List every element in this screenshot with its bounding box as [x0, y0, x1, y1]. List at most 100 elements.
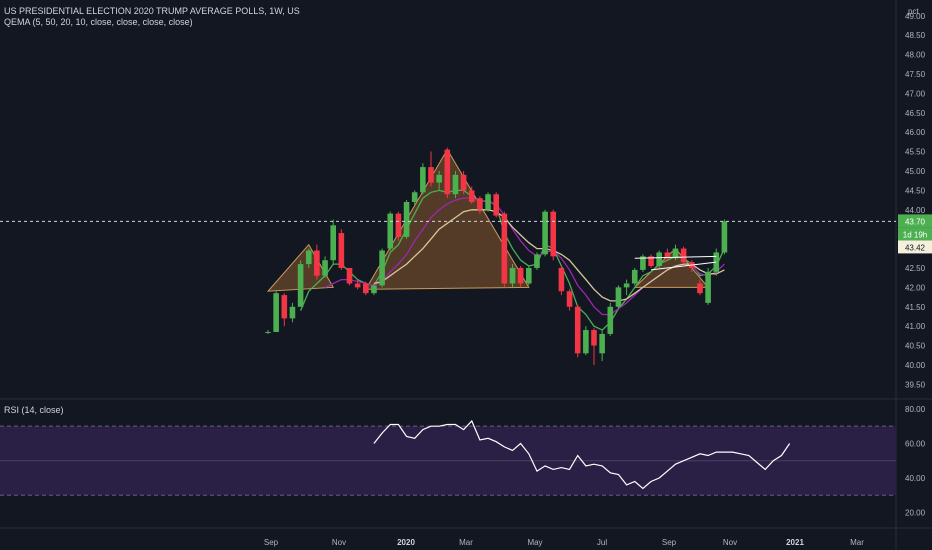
- y-tick-label: 46.50: [905, 109, 926, 118]
- rsi-tick-label: 20.00: [905, 509, 926, 518]
- y-tick-label: 45.50: [905, 148, 926, 157]
- candle-body: [615, 287, 622, 307]
- candle-body: [354, 283, 361, 288]
- candle-body: [322, 260, 328, 276]
- candle-body: [607, 306, 614, 334]
- pattern-neckline: [650, 261, 717, 271]
- candle-body: [297, 264, 304, 307]
- x-tick-label: Sep: [662, 538, 677, 547]
- candle-body: [648, 256, 654, 267]
- candle-body: [534, 254, 540, 268]
- candle-body: [672, 248, 679, 259]
- candle-body: [371, 285, 377, 294]
- candle-body: [583, 330, 589, 354]
- x-tick-label: Mar: [850, 538, 864, 547]
- y-tick-label: 39.50: [905, 380, 926, 389]
- candle-body: [444, 149, 451, 195]
- chart-title: US PRESIDENTIAL ELECTION 2020 TRUMP AVER…: [4, 6, 300, 16]
- rsi-tick-label: 40.00: [905, 474, 926, 483]
- candle-body: [526, 267, 532, 284]
- candle-body: [314, 250, 320, 276]
- candle-body: [468, 190, 475, 202]
- y-tick-label: 42.00: [905, 283, 926, 292]
- candle-body: [379, 250, 385, 286]
- x-tick-label: Nov: [332, 538, 346, 547]
- price-badge: [898, 214, 932, 228]
- candle-body: [574, 306, 581, 354]
- y-tick-label: 47.50: [905, 70, 926, 79]
- candle-body: [566, 291, 573, 307]
- candle-body: [509, 267, 516, 284]
- candle-body: [656, 252, 662, 267]
- y-tick-label: 41.50: [905, 303, 926, 312]
- rsi-tick-label: 60.00: [905, 439, 926, 448]
- candle-body: [330, 225, 336, 261]
- x-tick-label: 2020: [397, 538, 415, 547]
- y-tick-label: 44.50: [905, 186, 926, 195]
- x-tick-label: 2021: [786, 538, 804, 547]
- y-tick-label: 46.00: [905, 128, 926, 137]
- y-unit-label: pct: [908, 7, 919, 16]
- candle-body: [664, 252, 671, 259]
- y-tick-label: 42.50: [905, 264, 926, 273]
- x-tick-label: Jul: [597, 538, 607, 547]
- y-tick-label: 47.00: [905, 89, 926, 98]
- candle-body: [338, 233, 345, 268]
- y-tick-label: 44.00: [905, 206, 926, 215]
- candle-body: [403, 202, 410, 237]
- candle-body: [485, 194, 491, 210]
- candle-body: [305, 250, 312, 265]
- candle-body: [599, 333, 605, 354]
- candle-body: [363, 283, 369, 294]
- candle-body: [591, 330, 597, 346]
- candle-body: [640, 256, 646, 270]
- x-tick-label: Sep: [264, 538, 279, 547]
- countdown-badge: [898, 227, 932, 241]
- candle-body: [395, 213, 402, 237]
- rsi-legend[interactable]: RSI (14, close): [4, 405, 64, 415]
- candle-body: [477, 198, 483, 210]
- y-tick-label: 41.00: [905, 322, 926, 331]
- candle-body: [493, 194, 499, 216]
- candle-body: [501, 213, 508, 284]
- x-tick-label: Mar: [459, 538, 473, 547]
- candle-body: [697, 283, 703, 294]
- candle-body: [452, 174, 459, 195]
- candle-body: [558, 267, 565, 292]
- candle-body: [411, 192, 418, 202]
- x-tick-label: May: [527, 538, 542, 547]
- candle-body: [387, 213, 394, 249]
- ma-badge: [898, 240, 932, 254]
- candle-body: [428, 167, 434, 183]
- candle-body: [550, 211, 557, 257]
- candle-body: [436, 174, 442, 183]
- y-tick-label: 45.00: [905, 167, 926, 176]
- candle-body: [623, 283, 630, 288]
- indicator-legend[interactable]: QEMA (5, 50, 20, 10, close, close, close…: [4, 17, 193, 27]
- candle-body: [631, 269, 638, 284]
- candle-body: [542, 211, 548, 255]
- rsi-line: [373, 419, 791, 490]
- x-tick-label: Nov: [723, 538, 737, 547]
- candle-body: [460, 174, 467, 191]
- candle-body: [420, 167, 426, 193]
- candle-body: [705, 271, 711, 303]
- candle-body: [281, 295, 288, 319]
- candle-body: [517, 267, 524, 284]
- candle-body: [346, 267, 353, 284]
- price-badge-text: 43.70: [905, 217, 926, 226]
- countdown-badge-text: 1d 19h: [903, 230, 927, 239]
- candle-body: [289, 306, 296, 319]
- moving-average-slow: [373, 209, 725, 302]
- y-tick-label: 48.50: [905, 31, 926, 40]
- y-tick-label: 48.00: [905, 51, 926, 60]
- candle-body: [265, 331, 271, 333]
- ma-badge-text: 43.42: [905, 243, 926, 252]
- y-tick-label: 40.50: [905, 342, 926, 351]
- y-tick-label: 40.00: [905, 361, 926, 370]
- candle-body: [680, 248, 687, 263]
- candle-body: [273, 293, 279, 332]
- rsi-tick-label: 80.00: [905, 405, 926, 414]
- pattern-neckline: [634, 255, 717, 259]
